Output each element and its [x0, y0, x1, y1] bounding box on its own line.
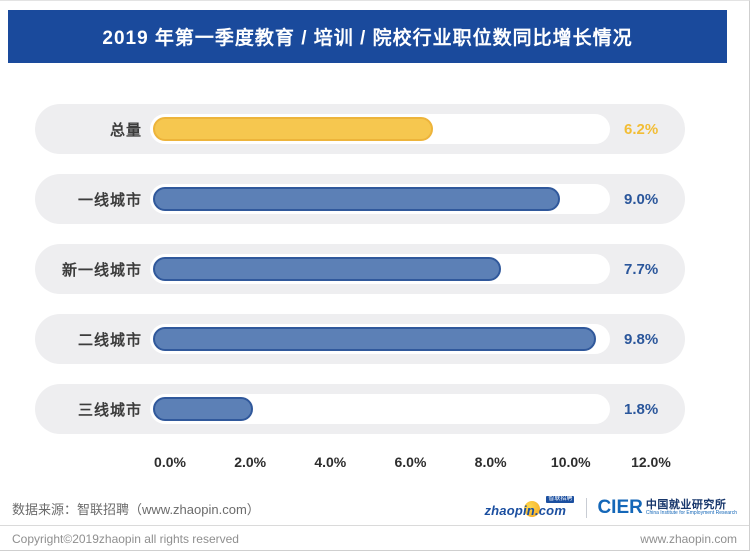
category-label: 总量 — [109, 121, 142, 139]
bar-track — [150, 184, 610, 214]
chart-title: 2019 年第一季度教育 / 培训 / 院校行业职位数同比增长情况 — [102, 28, 633, 49]
category-label: 二线城市 — [77, 331, 142, 349]
category-label: 一线城市 — [77, 191, 142, 209]
bar-row-3: 二线城市 9.8% — [35, 314, 685, 364]
bar-track — [150, 114, 610, 144]
cier-logo: CIER 中国就业研究所 China Institute for Employm… — [597, 497, 737, 519]
bar-row-2: 新一线城市 7.7% — [35, 244, 685, 294]
bar-fill — [153, 257, 501, 281]
value-label: 1.8% — [624, 400, 659, 418]
bar-row-1: 一线城市 9.0% — [35, 174, 685, 224]
bar-fill — [153, 187, 560, 211]
cier-name-cn: 中国就业研究所 — [645, 498, 727, 511]
zhaopin-tag-icon: 智联招聘 — [546, 496, 575, 504]
cier-names: 中国就业研究所 China Institute for Employment R… — [646, 499, 737, 517]
bar-fill — [153, 327, 596, 351]
bar-fill — [153, 117, 433, 141]
x-tick-4: 8.0% — [474, 454, 507, 470]
website-text: www.zhaopin.com — [640, 532, 737, 546]
x-tick-3: 6.0% — [394, 454, 427, 470]
cier-name-en: China Institute for Employment Research — [645, 510, 737, 517]
copyright-text: Copyright©2019zhaopin all rights reserve… — [12, 532, 239, 546]
x-tick-5: 10.0% — [550, 454, 591, 470]
category-label: 新一线城市 — [61, 261, 142, 279]
category-label: 三线城市 — [77, 401, 142, 419]
x-tick-6: 12.0% — [631, 454, 671, 470]
value-label: 9.8% — [624, 330, 659, 348]
data-source-text: 数据来源：智联招聘（www.zhaopin.com） — [12, 501, 260, 517]
chart-title-banner: 2019 年第一季度教育 / 培训 / 院校行业职位数同比增长情况 — [8, 10, 727, 63]
bar-chart: 总量 6.2% 一线城市 9.0% 新一线城市 7.7% 二线城市 9.8% 三线城市 1.8% … — [0, 104, 749, 470]
copyright-row: Copyright©2019zhaopin all rights reserve… — [0, 526, 749, 551]
source-row: 数据来源：智联招聘（www.zhaopin.com） 智联招聘 zhaopin.… — [0, 496, 749, 520]
zhaopin-sun-icon — [524, 501, 541, 517]
bar-row-4: 三线城市 1.8% — [35, 384, 685, 434]
footer: 数据来源：智联招聘（www.zhaopin.com） 智联招聘 zhaopin.… — [0, 496, 749, 551]
x-tick-1: 2.0% — [234, 454, 267, 470]
bar-track — [150, 254, 610, 284]
x-tick-2: 4.0% — [314, 454, 347, 470]
zhaopin-logo: 智联招聘 zhaopin.com — [484, 496, 576, 520]
logo-divider — [586, 498, 588, 518]
zhaopin-logo-text: zhaopin.com — [484, 503, 567, 518]
bar-rows: 总量 6.2% 一线城市 9.0% 新一线城市 7.7% 二线城市 9.8% 三线城市 1.8% — [0, 104, 749, 434]
footer-divider — [0, 525, 749, 526]
x-axis: 0.0% 2.0% 4.0% 6.0% 8.0% 10.0% 12.0% — [147, 454, 674, 470]
bar-track — [150, 394, 610, 424]
bar-fill — [153, 397, 253, 421]
cier-acronym: CIER — [597, 497, 643, 518]
x-tick-0: 0.0% — [154, 454, 186, 470]
bar-row-0: 总量 6.2% — [35, 104, 685, 154]
footer-logos: 智联招聘 zhaopin.com CIER 中国就业研究所 China Inst… — [484, 496, 737, 520]
value-label: 7.7% — [624, 260, 659, 278]
value-label: 6.2% — [624, 120, 659, 138]
value-label: 9.0% — [624, 190, 659, 208]
bar-track — [150, 324, 610, 354]
